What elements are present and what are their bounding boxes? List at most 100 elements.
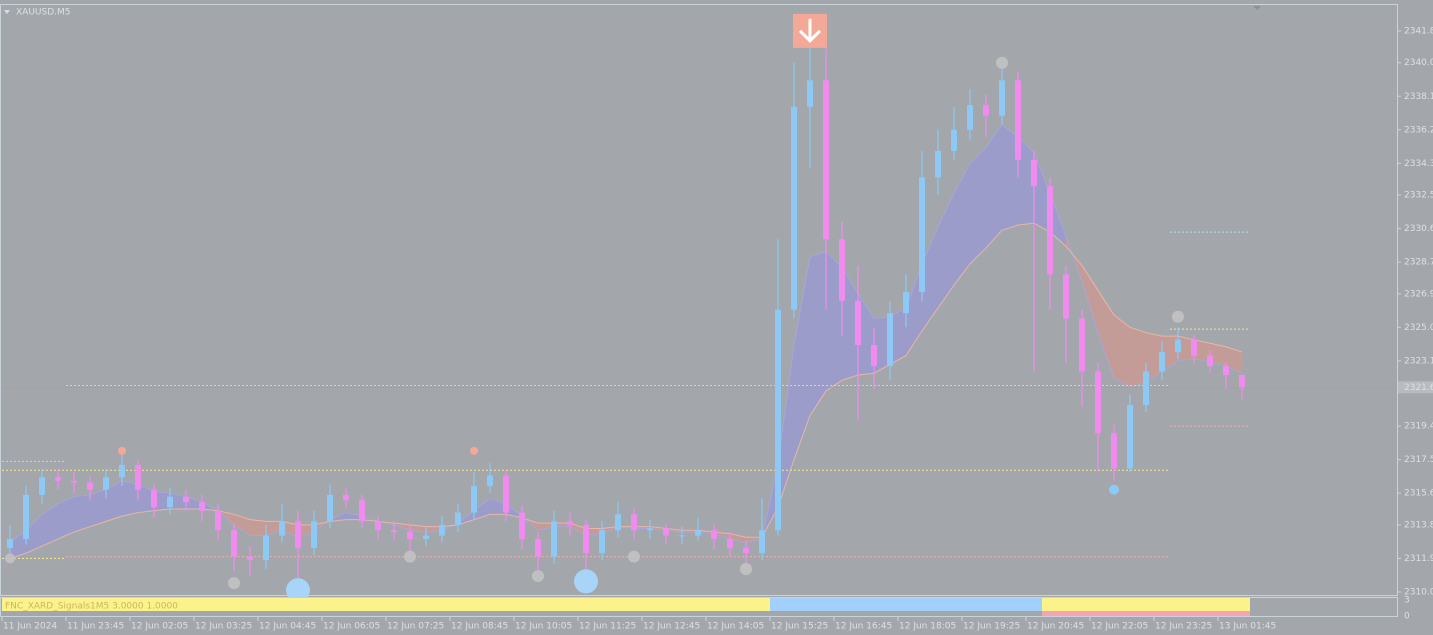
indicator-title: FNC_XARD_Signals1M5 3.0000 1.0000 [5, 602, 178, 612]
candle-body [663, 528, 669, 536]
candle-body [743, 547, 749, 554]
signal-segment [2, 598, 770, 611]
y-tick-label: 2326.9 [1404, 289, 1433, 299]
x-tick-label: 12 Jun 23:25 [1155, 622, 1212, 632]
plot-frame [0, 4, 1398, 596]
signal-dot [1172, 310, 1184, 323]
candle-body [807, 80, 813, 107]
ma-band [73, 494, 91, 533]
y-tick-label: 2311.9 [1404, 554, 1433, 564]
x-tick-label: 12 Jun 04:45 [259, 622, 316, 632]
x-tick-label: 13 Jun 01:45 [1219, 622, 1276, 632]
candle-body [823, 80, 829, 240]
candle-body [711, 530, 717, 540]
x-tick-label: 12 Jun 22:05 [1091, 622, 1148, 632]
price-tag [1398, 381, 1433, 394]
signal-dot [5, 553, 15, 564]
candle-body [535, 539, 541, 557]
x-tick-label: 12 Jun 10:05 [515, 622, 572, 632]
candle-body [983, 105, 989, 116]
signal-dot [118, 446, 126, 455]
x-tick-label: 12 Jun 02:05 [131, 622, 188, 632]
candle-body [887, 313, 893, 367]
signal-dot [532, 570, 544, 583]
candle-body [1175, 339, 1181, 353]
candle-body [167, 496, 173, 508]
y-tick-label: 2310.0 [1404, 587, 1433, 597]
candle-body [1143, 371, 1149, 405]
collapse-icon[interactable] [4, 10, 10, 14]
candle-body [1031, 159, 1037, 187]
candle-body [615, 514, 621, 531]
indicator-tick-label: 3 [1404, 596, 1410, 606]
candle-body [631, 514, 637, 531]
candle-body [775, 309, 781, 531]
indicator-tick-label: 0 [1404, 612, 1410, 622]
candle-body [1239, 374, 1245, 388]
candle-body [759, 530, 765, 554]
candle-body [551, 521, 557, 557]
x-tick-label: 12 Jun 08:45 [451, 622, 508, 632]
candle-body [1159, 352, 1165, 372]
x-tick-label: 12 Jun 07:25 [387, 622, 444, 632]
y-tick-label: 2319.4 [1404, 422, 1433, 432]
candle-body [343, 494, 349, 501]
signal-dot [470, 446, 478, 455]
y-tick-label: 2338.1 [1404, 92, 1433, 102]
y-tick-label: 2325.0 [1404, 323, 1433, 333]
candle-body [39, 477, 45, 495]
x-tick-label: 12 Jun 20:45 [1027, 622, 1084, 632]
signal-segment [1042, 598, 1250, 611]
candle-body [999, 80, 1005, 116]
x-tick-label: 12 Jun 06:05 [323, 622, 380, 632]
y-tick-label: 2336.2 [1404, 125, 1433, 135]
candle-body [1079, 318, 1085, 372]
x-tick-label: 12 Jun 03:25 [195, 622, 252, 632]
moving-average [9, 123, 1243, 544]
candle-body [423, 535, 429, 540]
x-tick-label: 11 Jun 2024 [3, 622, 57, 632]
y-tick-label: 2332.5 [1404, 191, 1433, 201]
signal-dot [574, 569, 598, 594]
candle-body [327, 494, 333, 522]
candle-body [311, 521, 317, 548]
candle-body [71, 480, 77, 483]
y-tick-label: 2330.6 [1404, 224, 1433, 234]
y-tick-label: 2317.5 [1404, 455, 1433, 465]
candle-body [439, 524, 445, 536]
candle-body [215, 510, 221, 531]
candle-body [199, 501, 205, 511]
candle-body [87, 482, 93, 490]
signal-dot [228, 577, 240, 590]
candle-body [951, 129, 957, 151]
ma-band [89, 489, 107, 528]
y-tick-label: 2340.0 [1404, 58, 1433, 68]
candle-body [55, 477, 61, 481]
sell-arrow [798, 18, 822, 43]
candle-body [119, 464, 125, 478]
candle-body [23, 494, 29, 540]
signal-dot [996, 56, 1008, 69]
candle-body [839, 239, 845, 301]
candle-body [567, 521, 573, 525]
signal-segment [770, 598, 1042, 611]
candle-body [583, 524, 589, 554]
candle-body [295, 521, 301, 548]
candle-body [359, 500, 365, 522]
candle-body [135, 464, 141, 490]
candle-body [791, 106, 797, 310]
candle-body [247, 556, 253, 561]
candle-body [695, 530, 701, 536]
candle-body [375, 521, 381, 531]
candle-body [1063, 274, 1069, 319]
candle-body [7, 539, 13, 548]
x-tick-label: 12 Jun 16:45 [835, 622, 892, 632]
x-tick-label: 12 Jun 18:05 [899, 622, 956, 632]
candle-body [183, 496, 189, 502]
candle-body [1223, 366, 1229, 375]
signal-segment-edge [1042, 611, 1250, 616]
candle-body [1047, 186, 1053, 275]
y-tick-label: 2323.1 [1404, 356, 1433, 366]
